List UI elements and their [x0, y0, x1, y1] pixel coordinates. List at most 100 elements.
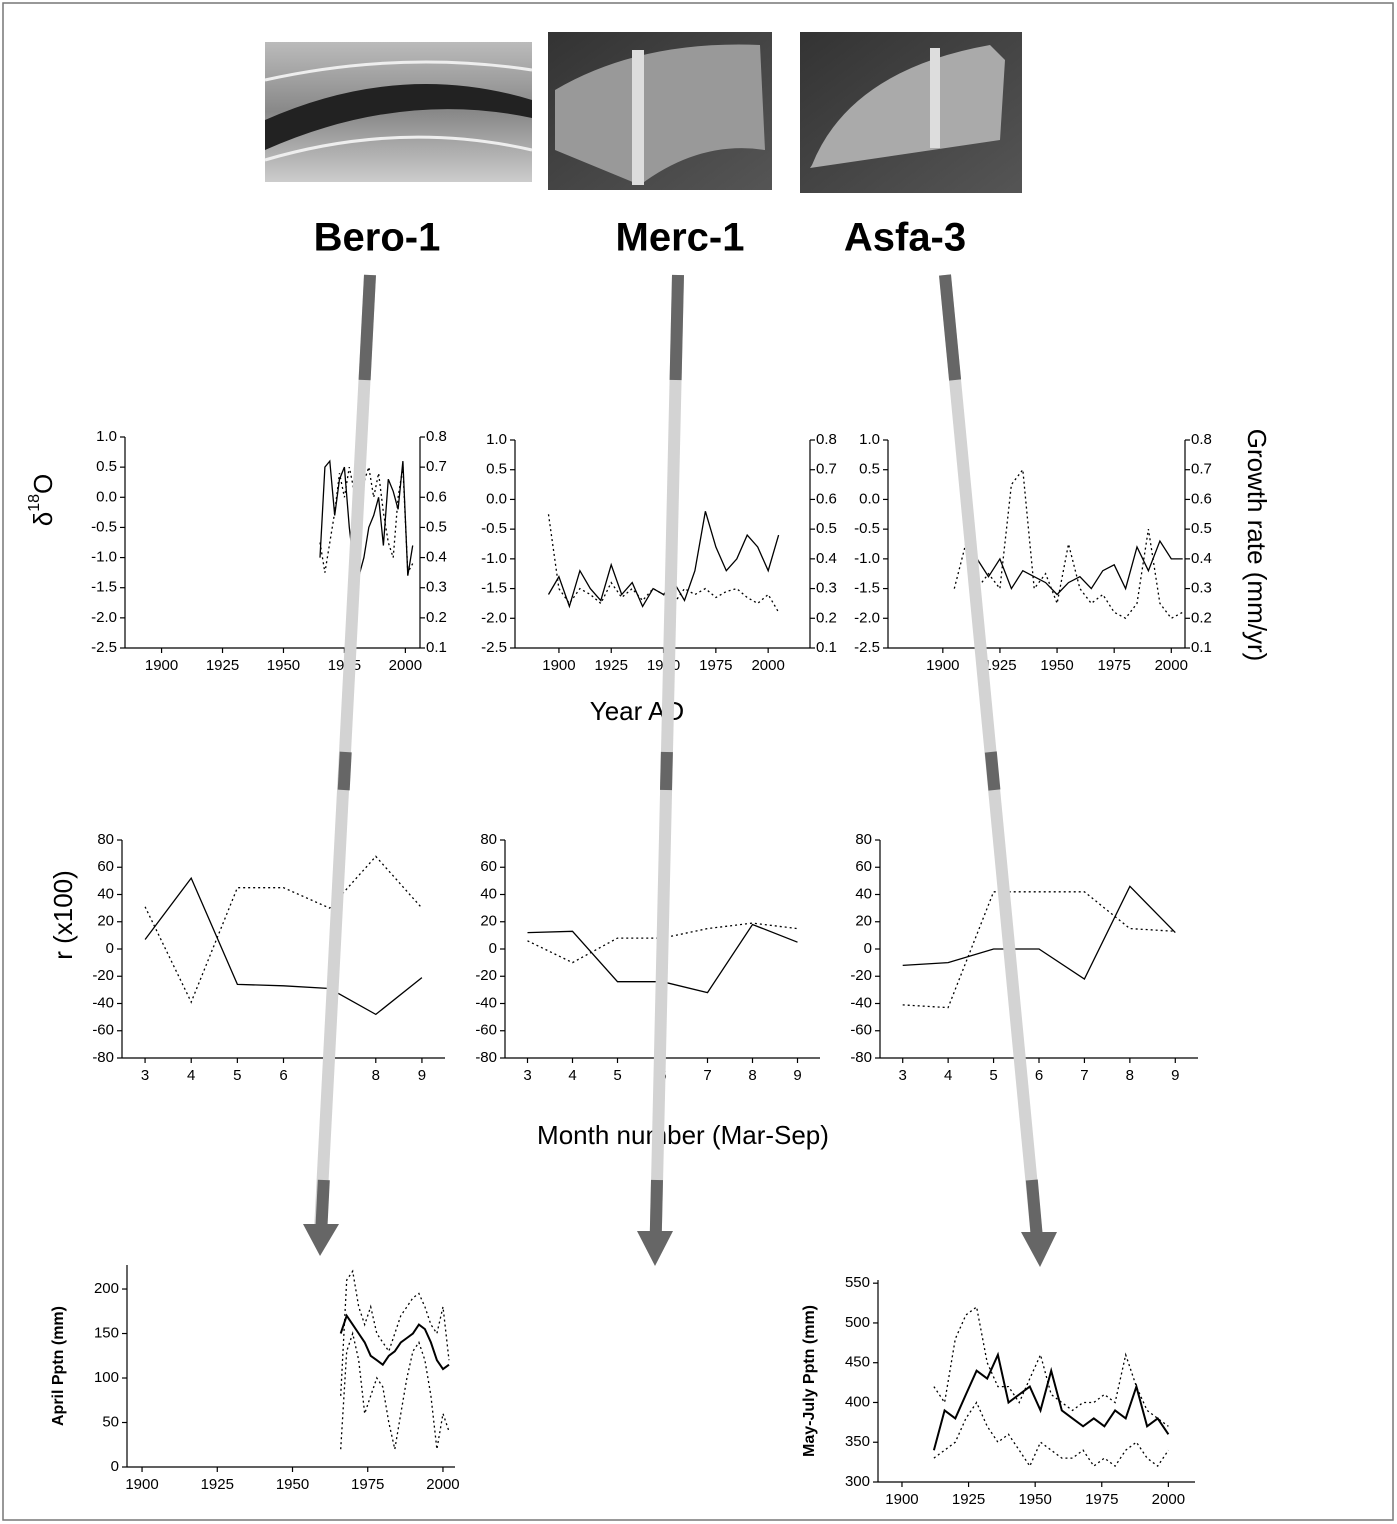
y-tick-label: 0	[489, 940, 497, 957]
data-line	[547, 514, 780, 613]
arrow-segment	[1025, 1179, 1043, 1235]
y-tick-label: 60	[855, 858, 872, 875]
y2-tick-label: 0.4	[1191, 550, 1212, 567]
y-tick-label: -40	[475, 994, 497, 1011]
y-tick-label: 0.5	[96, 458, 117, 475]
y2-tick-label: 0.4	[426, 549, 447, 566]
y2-tick-label: 0.8	[1191, 431, 1212, 448]
x-tick-label: 9	[793, 1067, 801, 1084]
y-tick-label: -2.5	[854, 639, 880, 656]
y-tick-label: 500	[845, 1314, 870, 1331]
arrow-head	[637, 1231, 673, 1266]
arrow-segment	[660, 751, 673, 791]
x-tick-label: 8	[748, 1067, 756, 1084]
x-tick-label: 5	[989, 1067, 997, 1084]
y-tick-label: 20	[480, 913, 497, 930]
x-tick-label: 3	[899, 1067, 907, 1084]
panel-label: Bero-1	[314, 216, 441, 260]
data-line	[339, 1313, 450, 1371]
y2-tick-label: 0.4	[816, 550, 837, 567]
specimen-images	[264, 32, 1022, 193]
x-tick-label: 1925	[201, 1476, 234, 1493]
x-tick-label: 1950	[1018, 1491, 1051, 1508]
y-axis-label: r (x100)	[48, 870, 78, 960]
arrow-segment	[337, 751, 352, 791]
x-tick-label: 1975	[1085, 1491, 1118, 1508]
y-tick-label: 350	[845, 1433, 870, 1450]
y-tick-label: 50	[102, 1413, 119, 1430]
y2-tick-label: 0.7	[1191, 461, 1212, 478]
data-line	[953, 467, 1184, 620]
x-tick-label: 1950	[276, 1476, 309, 1493]
data-line	[319, 460, 414, 575]
y2-tick-label: 0.8	[816, 431, 837, 448]
y-tick-label: 200	[94, 1280, 119, 1297]
y-tick-label: 1.0	[486, 431, 507, 448]
x-tick-label: 1900	[885, 1491, 918, 1508]
y-tick-label: -20	[475, 967, 497, 984]
data-line	[933, 1305, 1169, 1427]
y-tick-label: 80	[97, 831, 114, 848]
y-tick-label: 150	[94, 1324, 119, 1341]
x-tick-label: 6	[279, 1067, 287, 1084]
x-tick-label: 2000	[389, 657, 422, 674]
arrow-segment	[649, 1179, 663, 1234]
x-tick-label: 3	[141, 1067, 149, 1084]
y2-tick-label: 0.1	[426, 639, 447, 656]
image-detail	[930, 48, 940, 148]
x-tick-label: 2000	[751, 657, 784, 674]
y-tick-label: -20	[92, 967, 114, 984]
x-tick-label: 8	[372, 1067, 380, 1084]
y2-tick-label: 0.2	[816, 609, 837, 626]
y2-tick-label: 0.3	[1191, 580, 1212, 597]
y2-tick-label: 0.2	[426, 609, 447, 626]
x-tick-label: 1900	[125, 1476, 158, 1493]
y-tick-label: 0.5	[859, 461, 880, 478]
x-tick-label: 6	[1035, 1067, 1043, 1084]
x-tick-label: 1900	[926, 657, 959, 674]
y-tick-label: -0.5	[481, 520, 507, 537]
y2-tick-label: 0.7	[426, 458, 447, 475]
y-axis-label: δ18O	[26, 474, 58, 527]
x-tick-label: 3	[523, 1067, 531, 1084]
y-tick-label: -0.5	[91, 518, 117, 535]
y2-tick-label: 0.3	[816, 580, 837, 597]
y-tick-label: -40	[92, 994, 114, 1011]
y-tick-label: 40	[97, 885, 114, 902]
y2-tick-label: 0.8	[426, 428, 447, 445]
y2-tick-label: 0.5	[426, 518, 447, 535]
label-part: δ	[28, 512, 58, 526]
y-tick-label: 0.0	[486, 490, 507, 507]
y-tick-label: 20	[855, 913, 872, 930]
y-tick-label: 20	[97, 913, 114, 930]
arrow-segment	[315, 1179, 330, 1227]
y-tick-label: 0.5	[486, 461, 507, 478]
y-tick-label: 40	[855, 885, 872, 902]
y-tick-label: 80	[855, 831, 872, 848]
x-tick-label: 9	[1171, 1067, 1179, 1084]
y-tick-label: -0.5	[854, 520, 880, 537]
x-tick-label: 1975	[1097, 657, 1130, 674]
y2-tick-label: 0.3	[426, 579, 447, 596]
y2-tick-label: 0.6	[816, 490, 837, 507]
y-axis-label: May-July Pptn (mm)	[801, 1305, 818, 1457]
y-tick-label: -2.0	[91, 609, 117, 626]
y-tick-label: -60	[850, 1022, 872, 1039]
y2-tick-label: 0.5	[816, 520, 837, 537]
image-detail	[265, 84, 532, 150]
data-line	[933, 1401, 1169, 1468]
image-detail	[810, 45, 1005, 168]
y2-tick-label: 0.6	[426, 488, 447, 505]
y2-tick-label: 0.7	[816, 461, 837, 478]
x-tick-label: 1925	[952, 1491, 985, 1508]
x-tick-label: 1975	[699, 657, 732, 674]
y-tick-label: -20	[850, 967, 872, 984]
x-tick-label: 2000	[1152, 1491, 1185, 1508]
y-tick-label: -1.5	[854, 580, 880, 597]
y-tick-label: -80	[92, 1049, 114, 1066]
arrow-segment	[939, 274, 962, 381]
y-tick-label: -40	[850, 994, 872, 1011]
arrow-segment	[358, 274, 376, 381]
